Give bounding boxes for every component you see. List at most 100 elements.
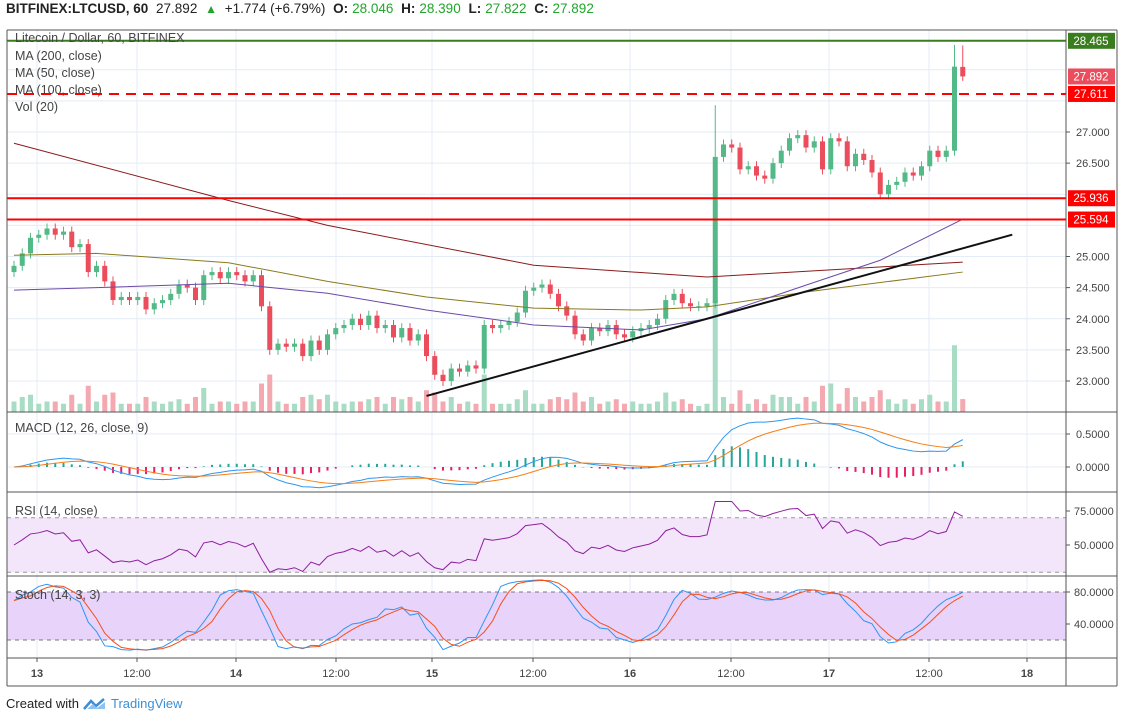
volume-bar [44,401,50,412]
candle-body [960,66,966,77]
symbol-header: BITFINEX:LTCUSD, 60 27.892 ▲ +1.774 (+6.… [6,1,598,16]
volume-bar [490,403,495,412]
volume-bar [440,401,446,412]
candle-body [168,293,174,301]
volume-bar [382,403,388,412]
candle-body [52,228,58,235]
volume-bar [523,390,528,412]
price-chart[interactable]: 28.465 27.892 27.611 25.936 25.594 27.000 26.5… [0,0,1127,690]
macd-axis-tick-label: 0.5000 [1076,429,1110,441]
volume-bar [217,401,223,412]
candle-body [275,343,281,350]
volume-bar [358,401,363,412]
candle-body [935,150,941,157]
volume-bar [943,401,949,412]
candle-body [919,166,924,176]
volume-bar [234,403,240,412]
volume-bar [473,403,479,412]
volume-bar [547,399,553,412]
volume-bar [209,403,215,412]
volume-bar [448,397,454,412]
candle-body [531,287,537,291]
candle-body [110,281,116,301]
volume-bar [844,388,850,412]
volume-bar [110,392,116,412]
candle-body [382,324,388,329]
candle-body [589,328,594,341]
volume-bar [778,397,784,412]
symbol-name[interactable]: BITFINEX:LTCUSD, 60 [6,1,149,16]
high-value: 28.390 [419,1,461,16]
candle-body [473,365,479,369]
legend-volume[interactable]: Vol (20) [15,100,59,114]
time-axis-tick-label: 14 [230,668,243,680]
candle-body [283,343,289,347]
volume-bar [391,397,396,412]
candle-body [176,284,182,294]
legend-rsi[interactable]: RSI (14, close) [15,504,98,518]
candle-body [94,265,99,273]
volume-bar [102,394,108,412]
volume-bar [704,403,710,412]
volume-bar [770,394,776,412]
candle-body [523,290,528,313]
legend-stoch[interactable]: Stoch (14, 3, 3) [15,588,101,602]
volume-bar [952,345,957,412]
candle-body [424,334,429,357]
triangle-up-icon: ▲ [205,2,217,16]
price-axis-tick-label: 26.500 [1076,158,1110,170]
candle-body [844,141,850,167]
time-axis-tick-label: 12:00 [519,668,547,680]
tradingview-brand[interactable]: TradingView [110,696,183,711]
volume-bar [399,399,405,412]
time-axis-tick-label: 13 [31,668,43,680]
candle-body [151,303,157,310]
volume-bar [745,403,751,412]
candle-body [778,150,784,164]
volume-bar [61,403,66,412]
volume-bar [886,399,891,412]
volume-bar [927,394,933,412]
legend-ma100[interactable]: MA (100, close) [15,83,102,97]
volume-bar [820,385,825,412]
candle-body [69,231,75,248]
volume-bar [795,403,801,412]
macd-axis-tick-label: 0.0000 [1076,462,1110,474]
legend-ma200[interactable]: MA (200, close) [15,49,102,63]
volume-bar [754,399,759,412]
candle-body [61,231,66,235]
candle-body [127,296,132,301]
time-axis-tick-label: 15 [426,668,438,680]
candle-body [894,181,900,185]
price-axis-tick-label: 27.000 [1076,127,1110,139]
trendline [426,233,1013,397]
open-value: 28.046 [352,1,394,16]
candle-body [655,318,660,325]
candle-body [597,328,603,332]
candle-body [762,175,768,179]
volume-bar [168,401,174,412]
volume-bar [333,401,339,412]
volume-bar [622,403,627,412]
volume-bar [11,401,17,412]
open-label: O: [333,1,349,16]
time-axis-tick-label: 16 [624,668,636,680]
volume-bar [572,392,578,412]
legend-macd[interactable]: MACD (12, 26, close, 9) [15,421,149,435]
candle-body [498,324,504,329]
candle-body [259,275,264,307]
legend-ma50[interactable]: MA (50, close) [15,66,95,80]
stoch-band [7,592,1066,640]
volume-bar [193,397,198,412]
candle-body [910,172,916,176]
volume-bar [803,397,809,412]
candle-body [630,331,636,338]
volume-bar [663,392,669,412]
volume-bar [85,385,91,412]
low-label: L: [468,1,482,16]
volume-bar [539,403,545,412]
volume-bar [259,383,264,412]
candle-body [242,275,248,282]
volume-bar [613,399,619,412]
candle-body [440,374,446,381]
